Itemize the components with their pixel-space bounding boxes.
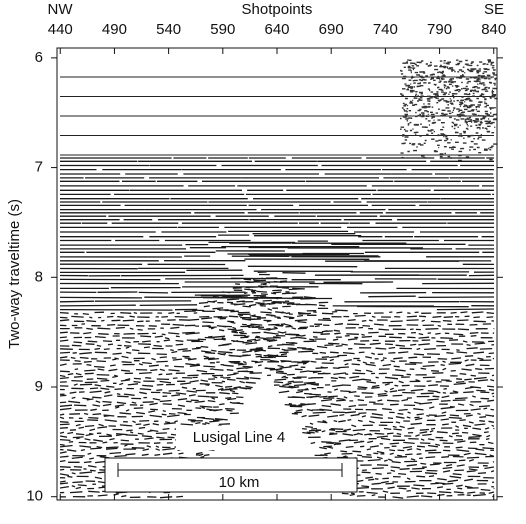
x-tick-label: 690 [319,21,344,38]
reflector [59,157,495,499]
y-tick-label: 10 [26,488,43,505]
x-tick-label: 790 [427,21,452,38]
x-tick-label: 490 [102,21,127,38]
y-tick-label: 9 [35,378,43,395]
x-tick-label: 740 [373,21,398,38]
x-tick-label: 590 [210,21,235,38]
left-label: NW [48,1,74,18]
scale-bar-label: 10 km [219,474,260,491]
seismic-image [59,59,498,499]
annotation-box [176,426,302,450]
y-tick-label: 7 [35,159,43,176]
x-tick-label: 840 [481,21,506,38]
right-label: SE [484,1,504,18]
reflector [60,76,494,156]
scale-box [104,457,358,493]
x-tick-label: 640 [264,21,289,38]
x-tick-label: 540 [156,21,181,38]
y-tick-label: 6 [35,49,43,66]
noise [400,59,498,162]
x-axis-label: Shotpoints [242,1,313,18]
x-tick-label: 440 [48,21,73,38]
y-tick-label: 8 [35,268,43,285]
y-axis-label: Two-way traveltime (s) [6,199,23,349]
annotation: Lusigal Line 4 [193,429,286,446]
